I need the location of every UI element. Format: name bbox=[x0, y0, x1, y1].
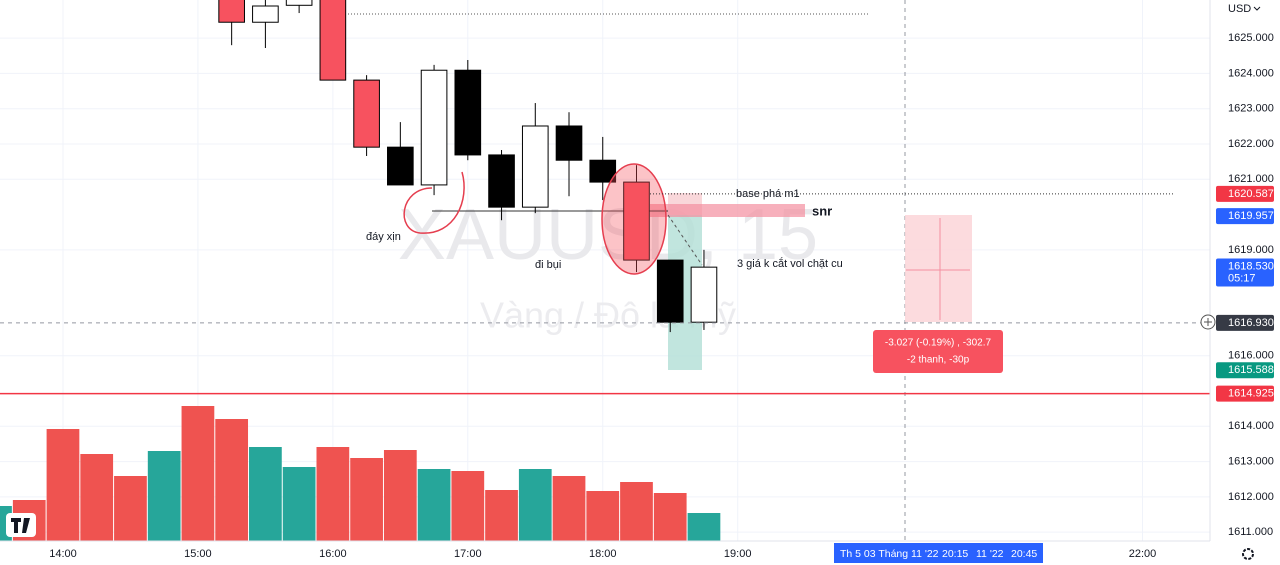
volume-bar bbox=[417, 469, 451, 541]
volume-bar bbox=[687, 513, 721, 541]
candle-body bbox=[454, 69, 482, 156]
volume-bar bbox=[586, 491, 620, 541]
y-tick-label: 1612.000 bbox=[1228, 491, 1274, 503]
time-label: 11 '22 bbox=[976, 548, 1004, 560]
volume-bar bbox=[282, 467, 316, 541]
price-tag bbox=[1216, 385, 1274, 402]
candle-body bbox=[555, 125, 583, 161]
candle-body bbox=[285, 0, 313, 6]
price-lines bbox=[0, 193, 1210, 395]
price-tag bbox=[1216, 258, 1274, 287]
y-tick-label: 1616.000 bbox=[1228, 350, 1274, 362]
y-tick-label: 1611.000 bbox=[1228, 526, 1273, 538]
annotation: đi bụi bbox=[535, 259, 561, 271]
x-tick-label: 22:00 bbox=[1129, 548, 1157, 560]
y-tick-label: 1623.000 bbox=[1228, 103, 1274, 115]
candle-body bbox=[690, 266, 718, 323]
candle-body bbox=[387, 146, 414, 186]
projection bbox=[667, 214, 703, 266]
candle-body bbox=[521, 125, 549, 208]
highlight-ellipse bbox=[601, 163, 667, 275]
countdown: 05:17 bbox=[1228, 272, 1256, 284]
volume-bar bbox=[518, 469, 552, 541]
measure-text: -3.027 (-0.19%) , -302.7 bbox=[885, 338, 992, 349]
candle-body bbox=[252, 5, 279, 23]
annotation: đáy xịn bbox=[366, 231, 401, 243]
candle-body bbox=[420, 69, 448, 186]
y-tick-label: 1625.000 bbox=[1228, 32, 1274, 44]
candle-body bbox=[488, 154, 515, 208]
measure-tooltip bbox=[873, 330, 1003, 373]
x-tick-label: 14:00 bbox=[49, 548, 77, 560]
price-tag bbox=[1216, 185, 1274, 202]
logo-mark bbox=[11, 518, 30, 533]
volume-bar bbox=[181, 406, 215, 541]
volume-bar bbox=[485, 490, 518, 541]
x-tick-label: 17:00 bbox=[454, 548, 482, 560]
logo bbox=[6, 513, 36, 537]
currency: USD bbox=[1228, 3, 1251, 15]
candle-body bbox=[319, 0, 347, 81]
hand-drawing bbox=[403, 171, 465, 234]
y-tick-label: 1613.000 bbox=[1228, 456, 1274, 468]
x-tick-label: 16:00 bbox=[319, 548, 347, 560]
volume-bar bbox=[653, 493, 687, 541]
candles bbox=[218, 0, 718, 333]
price-tag-label: 1618.530 bbox=[1228, 260, 1274, 272]
price-tag-label: 1619.957 bbox=[1228, 210, 1274, 222]
price-tag bbox=[1216, 362, 1274, 379]
price-tag-label: 1616.930 bbox=[1228, 317, 1274, 329]
price-tag-label: 1620.587 bbox=[1228, 188, 1274, 200]
price-tag-label: 1615.588 bbox=[1228, 364, 1274, 376]
x-tick-label: 19:00 bbox=[724, 548, 752, 560]
volume-bar bbox=[249, 447, 282, 541]
y-tick-label: 1624.000 bbox=[1228, 67, 1274, 79]
candle-body bbox=[353, 79, 380, 148]
annotation: 3 giá k cắt vol chặt cu bbox=[737, 257, 843, 270]
volume-bar bbox=[451, 471, 485, 541]
volume-bar bbox=[80, 454, 114, 541]
measure-zone bbox=[905, 215, 972, 322]
volume-bar bbox=[383, 450, 417, 541]
volume-bar bbox=[215, 419, 249, 541]
price-tag-label: 1614.925 bbox=[1228, 388, 1274, 400]
price-tag bbox=[1216, 208, 1274, 225]
y-tick-label: 1622.000 bbox=[1228, 138, 1274, 150]
volume-bar bbox=[620, 482, 653, 541]
y-tick-label: 1614.000 bbox=[1228, 420, 1274, 432]
time-label: 20:45 bbox=[1011, 548, 1037, 560]
volume-bar bbox=[114, 476, 147, 541]
snr-zone bbox=[650, 204, 805, 217]
x-tick-label: 15:00 bbox=[184, 548, 212, 560]
settings-icon[interactable] bbox=[1242, 548, 1254, 560]
dropdown-icon bbox=[1253, 6, 1261, 11]
time-axis bbox=[0, 541, 1280, 565]
candle-body bbox=[623, 181, 650, 261]
time-label: Th 5 03 Tháng 11 '22 bbox=[840, 548, 939, 560]
x-tick-label: 18:00 bbox=[589, 548, 617, 560]
volume-bar bbox=[552, 476, 586, 541]
volume-bar bbox=[0, 506, 12, 541]
volume-bar bbox=[350, 458, 383, 541]
volume bbox=[0, 406, 721, 541]
y-tick-label: 1621.000 bbox=[1228, 173, 1274, 185]
volume-bar bbox=[316, 447, 350, 541]
candle-body bbox=[218, 0, 245, 23]
price-tag bbox=[1216, 314, 1274, 331]
candle-body bbox=[656, 259, 684, 323]
plus-icon bbox=[1204, 318, 1212, 326]
time-label: 20:15 bbox=[942, 548, 968, 560]
measure-text: -2 thanh, -30p bbox=[907, 355, 970, 366]
y-tick-label: 1619.000 bbox=[1228, 244, 1274, 256]
axis-labels: 1611.000 1612.000 1613.000 1614.000 1616.000… bbox=[49, 32, 1274, 560]
annotation: snr bbox=[812, 203, 832, 218]
volume-bar bbox=[46, 429, 80, 541]
time-range-label bbox=[834, 543, 1043, 563]
volume-bar bbox=[147, 451, 181, 541]
candle-body bbox=[589, 159, 617, 183]
